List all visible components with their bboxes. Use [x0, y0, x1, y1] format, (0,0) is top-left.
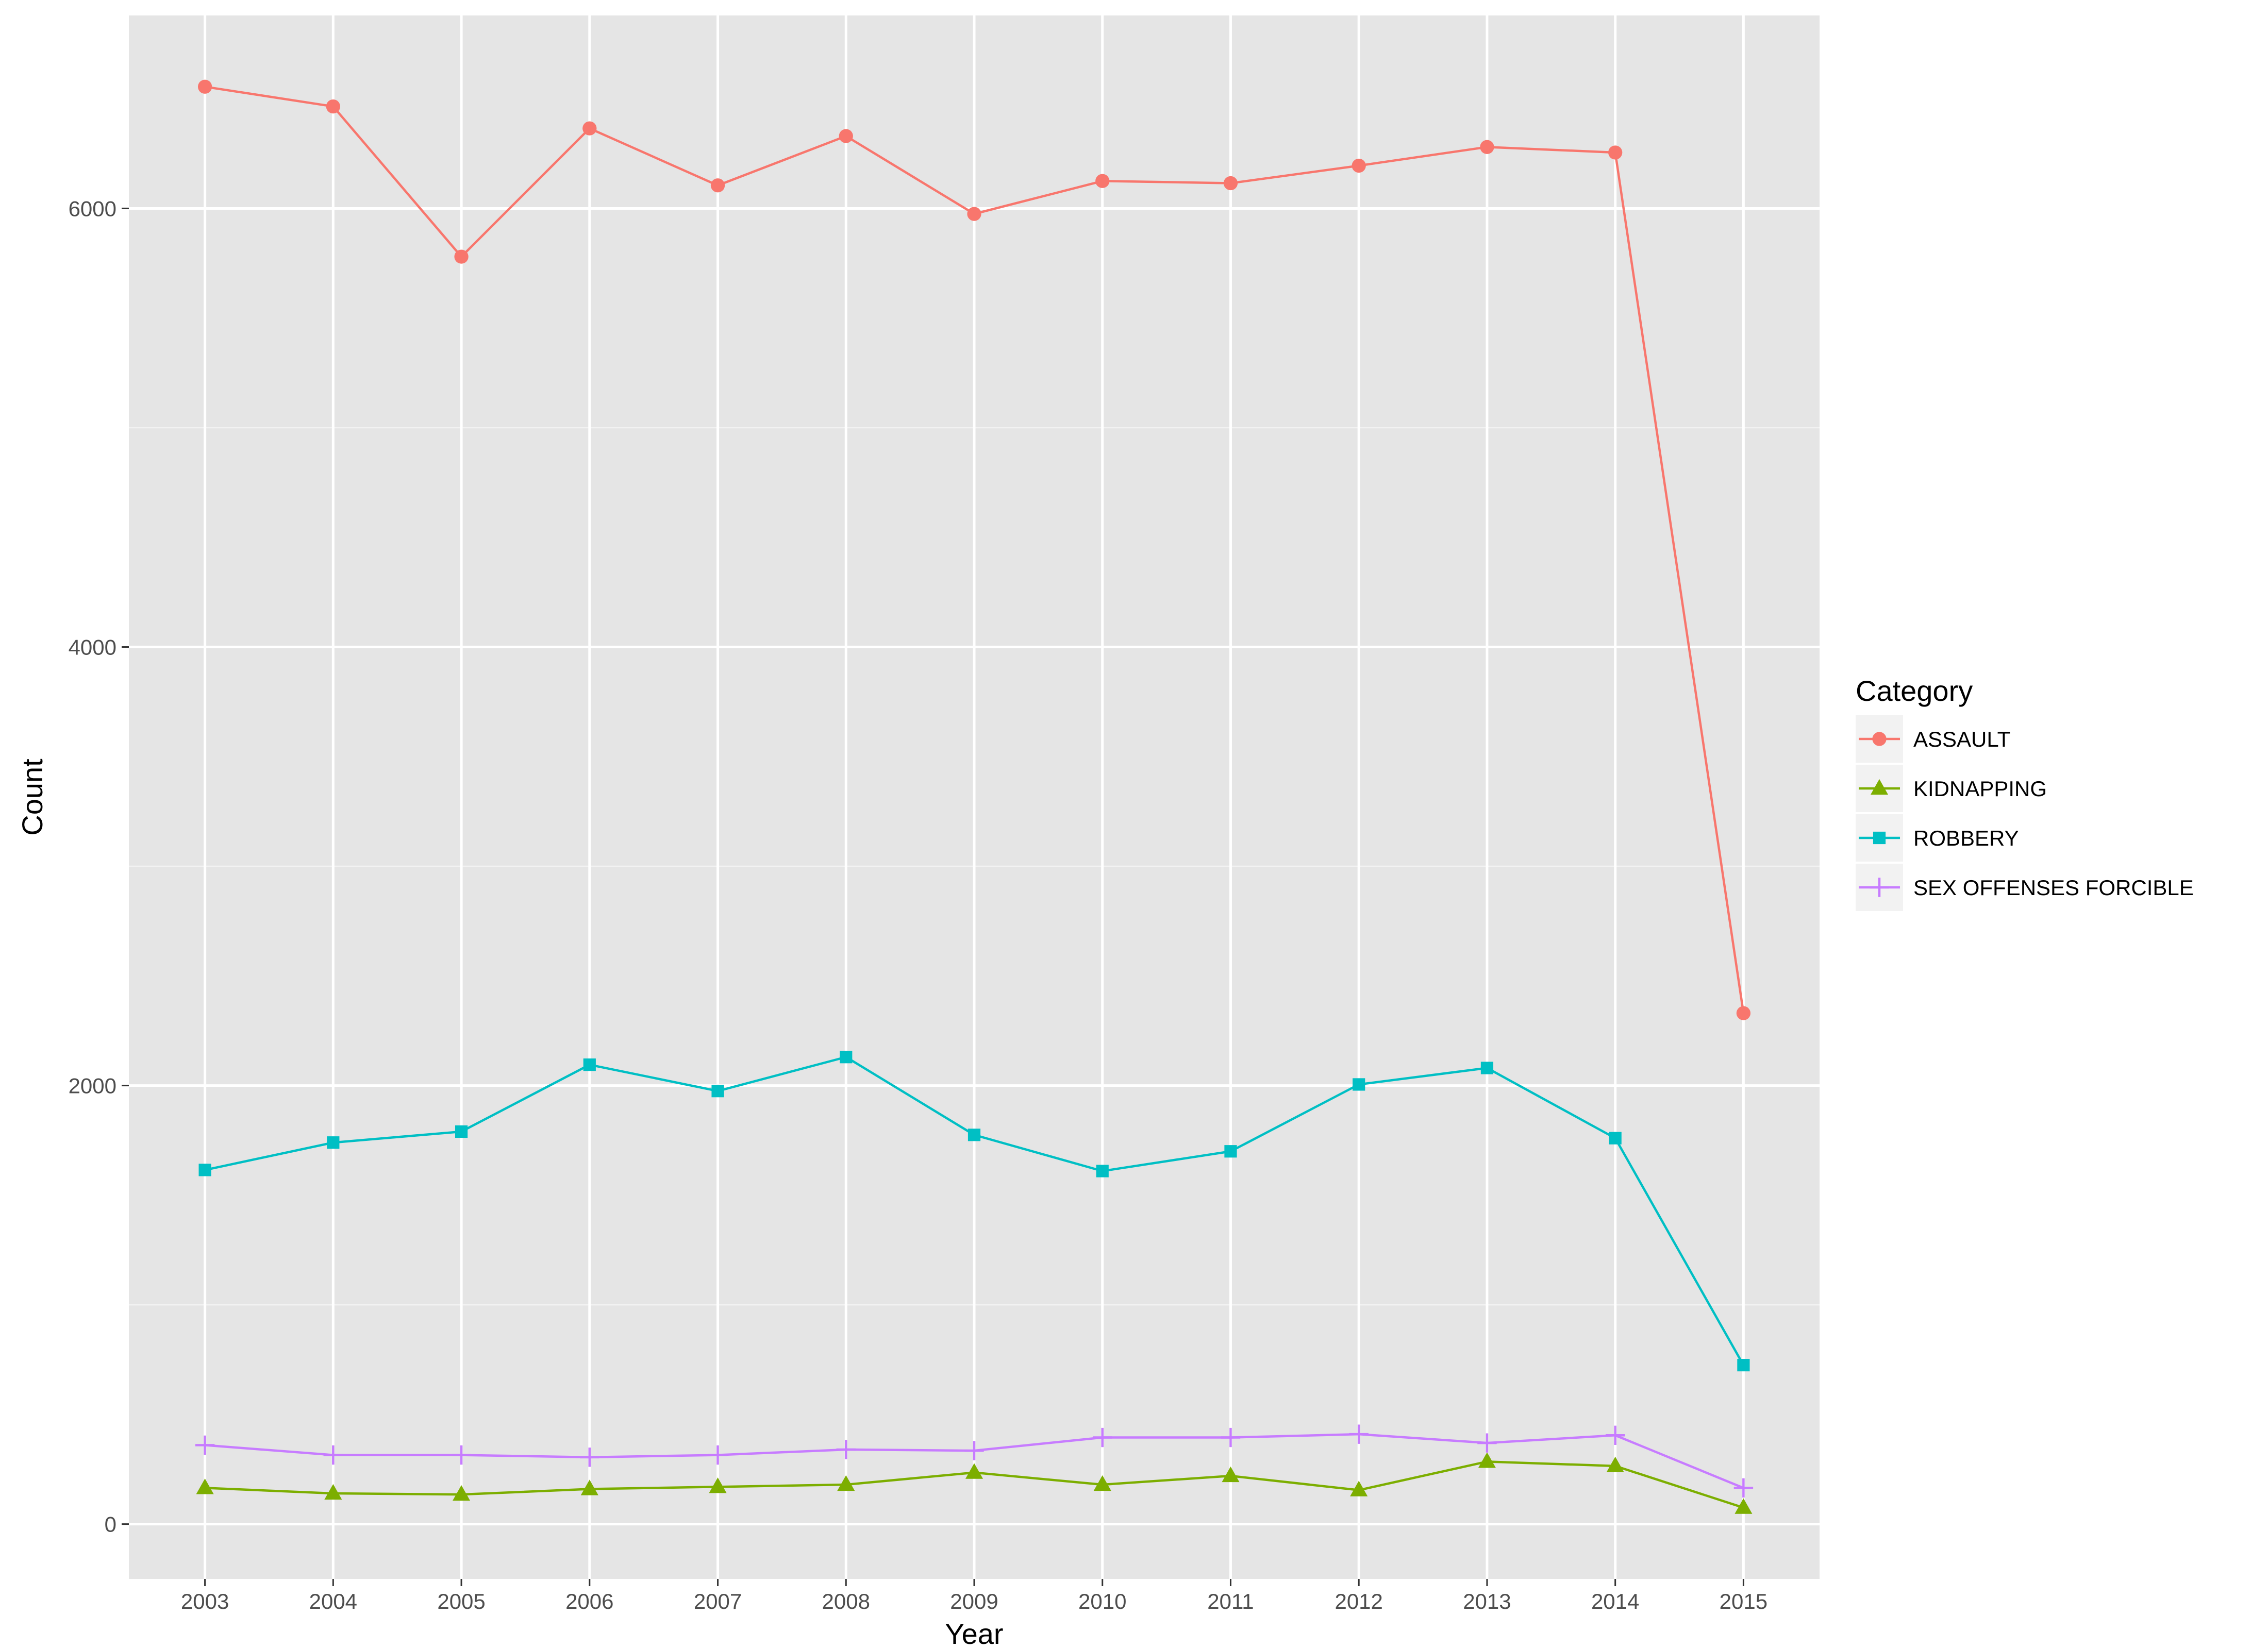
series-sex-offenses-forcible: [195, 1424, 1754, 1498]
data-point-robbery: [1096, 1165, 1109, 1177]
data-point-kidnapping: [965, 1463, 983, 1479]
x-tick-label: 2006: [565, 1589, 613, 1613]
data-point-kidnapping: [1606, 1456, 1624, 1472]
legend-item-sex-offenses-forcible: SEX OFFENSES FORCIBLE: [1856, 864, 2194, 911]
x-tick-label: 2009: [950, 1589, 998, 1613]
data-point-sex-offenses-forcible: [1349, 1424, 1369, 1444]
data-point-kidnapping: [196, 1478, 214, 1494]
major-gridlines: [129, 15, 1820, 1579]
data-point-assault: [1095, 174, 1110, 188]
data-point-assault: [967, 207, 981, 221]
data-point-robbery: [1480, 1062, 1494, 1074]
data-point-robbery: [840, 1051, 853, 1064]
data-point-sex-offenses-forcible: [452, 1445, 471, 1465]
data-point-robbery: [711, 1085, 724, 1098]
data-point-assault: [1352, 158, 1366, 173]
x-axis-title: Year: [945, 1618, 1003, 1649]
data-point-assault: [1223, 176, 1238, 191]
data-point-assault: [454, 249, 469, 264]
data-point-kidnapping: [1478, 1452, 1496, 1468]
x-tick-label: 2005: [437, 1589, 485, 1613]
y-tick-label: 0: [105, 1512, 116, 1537]
data-point-sex-offenses-forcible: [1605, 1425, 1625, 1445]
data-point-assault: [1736, 1006, 1751, 1020]
data-point-kidnapping: [709, 1477, 727, 1493]
data-point-assault: [1608, 145, 1623, 160]
data-point-assault: [326, 99, 340, 114]
data-point-sex-offenses-forcible: [323, 1445, 343, 1465]
data-point-sex-offenses-forcible: [1477, 1433, 1497, 1453]
legend-label: SEX OFFENSES FORCIBLE: [1913, 876, 2194, 900]
y-tick-label: 4000: [69, 635, 116, 660]
data-point-robbery: [1224, 1145, 1237, 1158]
data-point-robbery: [1609, 1132, 1622, 1145]
data-point-assault: [839, 129, 853, 143]
legend-key-marker: [1870, 779, 1889, 795]
data-point-sex-offenses-forcible: [195, 1435, 215, 1455]
x-axis: 2003 2004 2005 2006 2007 2008 2009 2010 2011 2012…: [181, 1579, 1767, 1613]
data-point-sex-offenses-forcible: [1093, 1427, 1112, 1448]
legend-item-assault: ASSAULT: [1856, 715, 2010, 763]
x-tick-label: 2014: [1591, 1589, 1639, 1613]
legend-label: ROBBERY: [1913, 826, 2019, 850]
x-tick-label: 2011: [1207, 1589, 1254, 1613]
data-point-sex-offenses-forcible: [708, 1445, 728, 1465]
data-point-kidnapping: [324, 1484, 342, 1500]
y-axis-title: Count: [16, 759, 48, 836]
x-tick-label: 2012: [1335, 1589, 1382, 1613]
x-tick-label: 2015: [1720, 1589, 1767, 1613]
data-point-assault: [197, 79, 212, 94]
legend-label: ASSAULT: [1913, 727, 2010, 751]
series-assault: [197, 79, 1751, 1020]
data-point-robbery: [968, 1129, 981, 1141]
series-robbery: [198, 1051, 1750, 1372]
x-tick-label: 2013: [1463, 1589, 1511, 1613]
legend-label: KIDNAPPING: [1913, 777, 2047, 801]
data-point-robbery: [1353, 1078, 1365, 1091]
data-point-robbery: [583, 1058, 596, 1071]
x-tick-label: 2010: [1078, 1589, 1126, 1613]
data-point-sex-offenses-forcible: [1733, 1478, 1754, 1498]
data-point-kidnapping: [1350, 1480, 1368, 1496]
legend-item-kidnapping: KIDNAPPING: [1856, 765, 2047, 812]
data-point-assault: [1480, 140, 1494, 154]
data-point-kidnapping: [837, 1475, 855, 1491]
data-point-kidnapping: [580, 1479, 598, 1495]
data-point-robbery: [1737, 1359, 1750, 1372]
data-point-assault: [582, 121, 597, 136]
x-tick-label: 2004: [309, 1589, 357, 1613]
x-tick-label: 2008: [822, 1589, 870, 1613]
data-point-sex-offenses-forcible: [580, 1448, 599, 1467]
series-layer: [195, 79, 1754, 1514]
data-point-robbery: [327, 1136, 340, 1149]
x-tick-label: 2003: [181, 1589, 229, 1613]
y-axis: 0 2000 4000 6000: [69, 196, 129, 1537]
data-point-robbery: [455, 1125, 468, 1138]
data-point-kidnapping: [1735, 1498, 1753, 1514]
legend-title: Category: [1856, 675, 1973, 707]
y-tick-label: 6000: [69, 196, 116, 221]
data-point-assault: [710, 178, 725, 193]
data-point-sex-offenses-forcible: [1221, 1427, 1241, 1448]
data-point-sex-offenses-forcible: [964, 1441, 984, 1460]
y-tick-label: 2000: [69, 1074, 116, 1098]
data-point-robbery: [198, 1164, 211, 1176]
legend-key-marker: [1873, 831, 1886, 845]
data-point-kidnapping: [1222, 1466, 1240, 1483]
legend-key-marker: [1870, 878, 1889, 897]
series-kidnapping: [196, 1452, 1753, 1514]
data-point-kidnapping: [1093, 1475, 1111, 1491]
x-tick-label: 2007: [694, 1589, 742, 1613]
legend-item-robbery: ROBBERY: [1856, 814, 2019, 862]
data-point-sex-offenses-forcible: [836, 1440, 856, 1459]
legend-key-marker: [1872, 732, 1887, 746]
legend: Category ASSAULT KIDNAPPING ROBBERY SEX OFF…: [1856, 675, 2194, 911]
data-point-kidnapping: [453, 1485, 471, 1501]
